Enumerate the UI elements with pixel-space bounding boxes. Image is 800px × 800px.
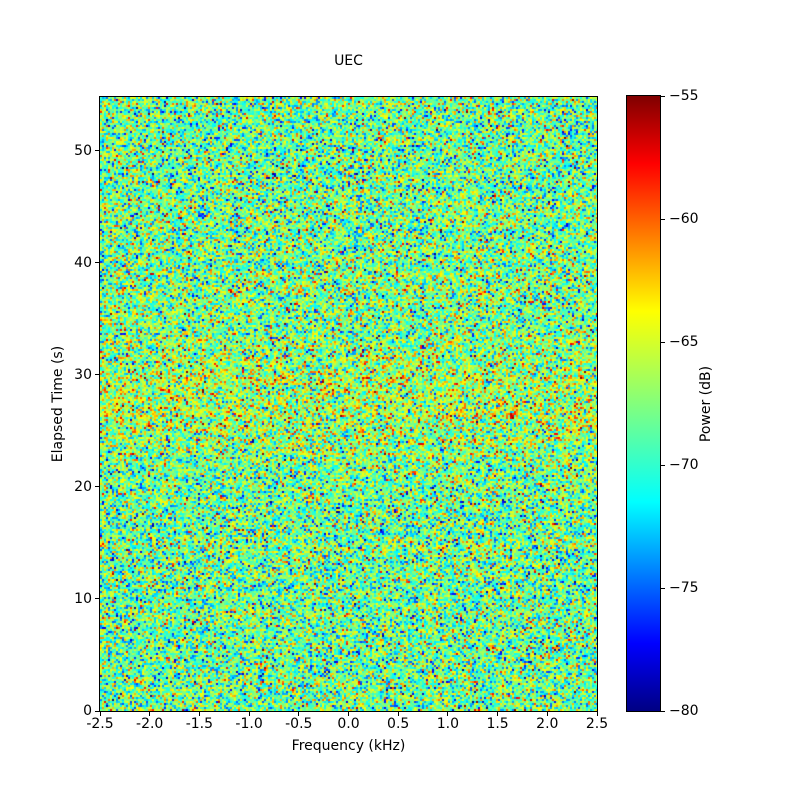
y-tick-label: 0 xyxy=(83,703,92,719)
y-tick xyxy=(95,374,99,376)
figure-title: UEC xyxy=(334,53,363,69)
y-tick xyxy=(95,598,99,600)
colorbar-tick xyxy=(661,587,665,589)
colorbar-tick xyxy=(661,341,665,343)
colorbar-tick xyxy=(661,218,665,220)
y-tick xyxy=(95,150,99,152)
x-tick xyxy=(397,712,399,716)
x-tick-label: -1.5 xyxy=(185,716,214,732)
x-tick-label: 2.0 xyxy=(536,716,559,732)
y-tick-label: 40 xyxy=(74,254,92,271)
x-tick xyxy=(99,712,101,716)
x-tick-label: 1.0 xyxy=(436,716,460,732)
y-tick xyxy=(95,486,99,488)
x-tick xyxy=(546,712,548,716)
y-tick-label: 50 xyxy=(74,142,92,159)
colorbar-tick xyxy=(661,710,665,712)
colorbar-tick-label: −55 xyxy=(669,88,699,104)
colorbar xyxy=(626,95,661,712)
colorbar-tick-label: −75 xyxy=(669,580,699,596)
x-tick xyxy=(248,712,250,716)
colorbar-tick-label: −60 xyxy=(669,211,699,227)
x-tick-label: -0.5 xyxy=(285,716,313,732)
x-tick xyxy=(198,712,200,716)
x-tick xyxy=(298,712,300,716)
y-tick xyxy=(95,262,99,264)
x-tick-label: 1.5 xyxy=(486,716,509,732)
x-tick-label: -1.0 xyxy=(235,716,263,732)
x-tick xyxy=(447,712,449,716)
x-axis-label: Frequency (kHz) xyxy=(291,738,406,754)
x-tick xyxy=(149,712,151,716)
y-axis-label: Elapsed Time (s) xyxy=(50,345,66,463)
y-tick-label: 30 xyxy=(74,366,92,383)
x-tick-label: 2.5 xyxy=(585,716,609,732)
x-tick xyxy=(596,712,598,716)
plot-area xyxy=(99,96,598,712)
y-tick-label: 20 xyxy=(74,478,92,495)
x-tick-label: -2.0 xyxy=(136,716,164,732)
y-tick-label: 10 xyxy=(74,590,92,607)
x-tick-label: 0.0 xyxy=(337,716,360,732)
spectrogram-heatmap xyxy=(100,97,597,711)
x-tick-label: -2.5 xyxy=(86,716,114,732)
colorbar-label: Power (dB) xyxy=(698,365,714,443)
x-tick-label: 0.5 xyxy=(387,716,410,732)
colorbar-tick xyxy=(661,464,665,466)
colorbar-tick xyxy=(661,95,665,97)
colorbar-tick-label: −70 xyxy=(669,457,699,473)
x-tick xyxy=(497,712,499,716)
colorbar-tick-label: −65 xyxy=(669,334,699,350)
colorbar-tick-label: −80 xyxy=(669,703,699,719)
y-tick xyxy=(95,710,99,712)
x-tick xyxy=(348,712,349,716)
